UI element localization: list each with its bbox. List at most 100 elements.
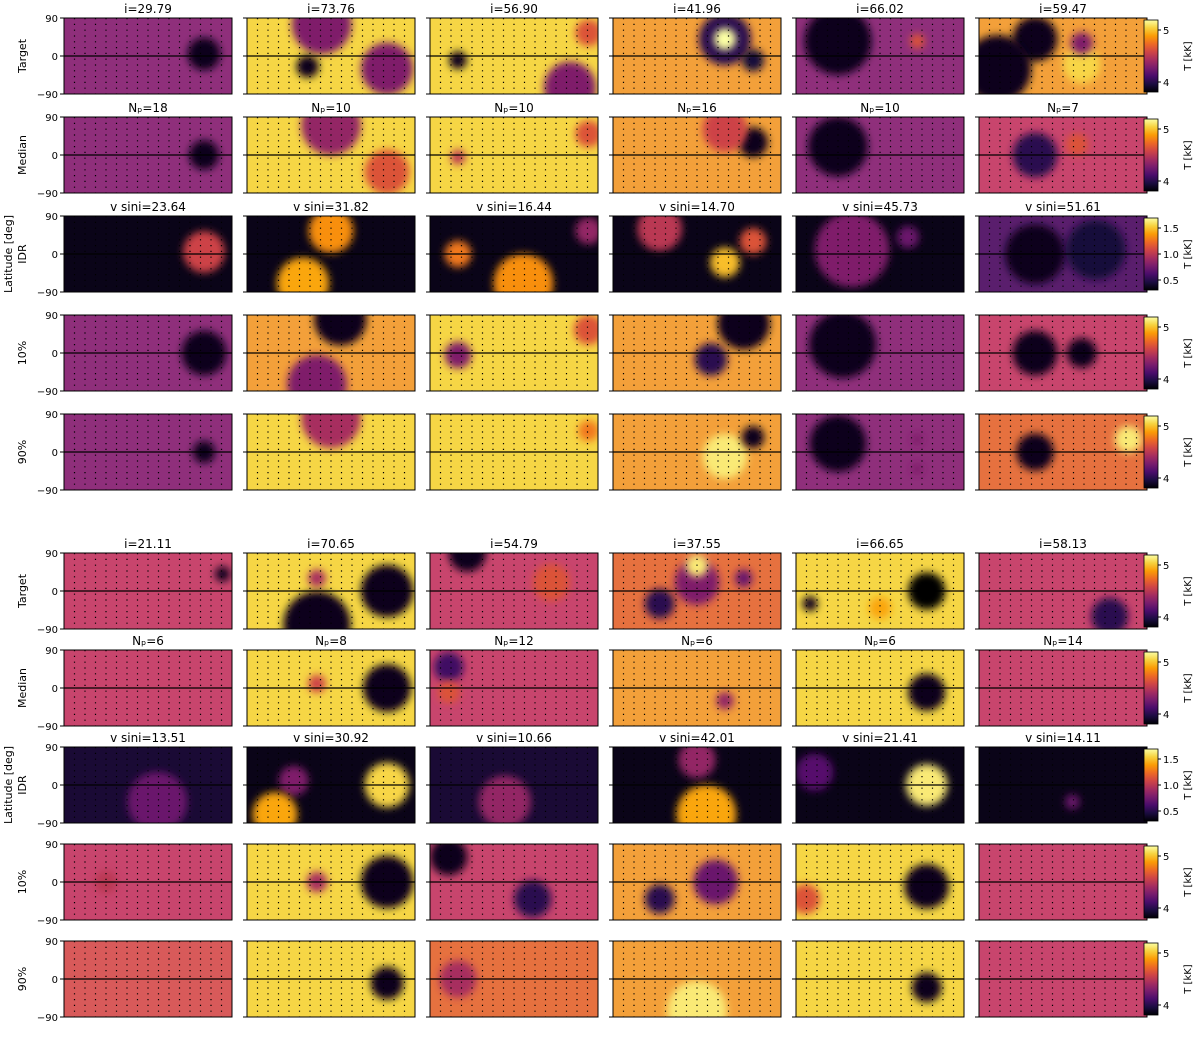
- panel-title: v sini=23.64: [110, 200, 186, 214]
- panel-title: v sini=42.01: [659, 731, 735, 745]
- map-spot: [904, 863, 950, 909]
- row-label: 90%: [16, 967, 29, 991]
- map-spot: [478, 775, 531, 823]
- map-panel: [979, 747, 1147, 823]
- panel-title: i=66.02: [856, 2, 904, 16]
- map-spot: [450, 149, 466, 165]
- map-spot: [215, 566, 231, 582]
- map-panel: [796, 650, 964, 726]
- map-panel: [979, 117, 1147, 193]
- colorbar: [1143, 748, 1159, 822]
- colorbar-label: T [kK]: [1183, 867, 1194, 898]
- map-spot: [717, 315, 770, 350]
- colorbar-label: T [kK]: [1183, 140, 1194, 171]
- map-spot: [283, 591, 351, 629]
- y-tick-label: −90: [37, 819, 58, 830]
- panel-title: Nₚ=10: [494, 101, 533, 115]
- map-spot: [276, 257, 330, 292]
- map-panel: [430, 941, 598, 1017]
- map-panel: [430, 414, 598, 490]
- panel-title: Nₚ=18: [128, 101, 167, 115]
- map-spot: [908, 673, 946, 711]
- colorbar-label: T [kK]: [1183, 964, 1194, 995]
- colorbar-label: T [kK]: [1183, 576, 1194, 607]
- map-panel: [64, 216, 232, 292]
- panel-title: Nₚ=14: [1043, 634, 1082, 648]
- row-label: IDR: [16, 244, 29, 264]
- map-panel: [64, 315, 232, 391]
- colorbar-tick-label: 1.5: [1163, 224, 1179, 235]
- colorbar-tick-label: 5: [1163, 852, 1169, 863]
- map-spot: [575, 217, 598, 245]
- y-tick-label: 90: [45, 937, 58, 948]
- colorbar: [1143, 316, 1159, 390]
- map-panel: [64, 650, 232, 726]
- map-panel: [613, 747, 781, 823]
- panel-title: i=29.79: [124, 2, 172, 16]
- map-panel: [430, 216, 598, 292]
- row-label: 10%: [16, 341, 29, 365]
- map-spot: [252, 792, 298, 823]
- colorbar-tick-label: 5: [1163, 949, 1169, 960]
- map-spot: [979, 35, 1032, 94]
- colorbar: [1143, 118, 1159, 192]
- y-axis-label: Latitude [deg]: [2, 215, 15, 293]
- y-tick-label: 0: [52, 448, 58, 459]
- colorbar: [1143, 19, 1159, 93]
- map-spot: [667, 980, 727, 1017]
- map-spot: [287, 354, 347, 391]
- map-panel: [430, 315, 598, 391]
- panel-title: i=54.79: [490, 537, 538, 551]
- y-tick-label: −90: [37, 1013, 58, 1024]
- map-panel: [430, 844, 598, 920]
- colorbar: [1143, 942, 1159, 1016]
- colorbar-label: T [kK]: [1183, 41, 1194, 72]
- y-tick-label: 0: [52, 878, 58, 889]
- map-panel: [796, 216, 964, 292]
- map-spot: [514, 880, 552, 918]
- colorbar-label: T [kK]: [1183, 239, 1194, 270]
- y-tick-label: −90: [37, 722, 58, 733]
- panel-title: i=41.96: [673, 2, 721, 16]
- colorbar-tick-label: 4: [1163, 1001, 1169, 1012]
- map-panel: [613, 216, 781, 292]
- panel-title: Nₚ=6: [132, 634, 164, 648]
- map-spot: [809, 315, 877, 379]
- map-panel: [796, 117, 964, 193]
- map-panel: [796, 18, 964, 94]
- map-spot: [301, 117, 361, 156]
- panel-title: Nₚ=12: [494, 634, 533, 648]
- map-spot: [1070, 32, 1093, 55]
- row-label: Target: [16, 38, 29, 74]
- y-tick-label: 0: [52, 52, 58, 63]
- map-spot: [364, 149, 410, 193]
- map-spot: [911, 462, 924, 475]
- colorbar-tick-label: 0.5: [1163, 807, 1179, 818]
- map-spot: [911, 972, 942, 1003]
- map-panel: [247, 747, 415, 823]
- colorbar-tick-label: 5: [1163, 422, 1169, 433]
- y-tick-label: 90: [45, 14, 58, 25]
- y-tick-label: 90: [45, 113, 58, 124]
- map-panel: [247, 414, 415, 490]
- map-spot: [804, 18, 872, 75]
- panel-title: v sini=30.92: [293, 731, 369, 745]
- panel-title: Nₚ=8: [315, 634, 347, 648]
- y-tick-label: 0: [52, 151, 58, 162]
- colorbar-tick-label: 4: [1163, 177, 1169, 188]
- map-panel: [613, 117, 781, 193]
- map-panel: [64, 941, 232, 1017]
- map-panel: [430, 650, 598, 726]
- map-spot: [911, 433, 924, 446]
- colorbar-label: T [kK]: [1183, 437, 1194, 468]
- colorbar-tick-label: 0.5: [1163, 276, 1179, 287]
- y-tick-label: 90: [45, 212, 58, 223]
- colorbar-label: T [kK]: [1183, 338, 1194, 369]
- panel-title: i=58.13: [1039, 537, 1087, 551]
- map-panel: [613, 941, 781, 1017]
- map-spot: [437, 681, 460, 704]
- panel-title: Nₚ=16: [677, 101, 716, 115]
- panel-title: i=59.47: [1039, 2, 1087, 16]
- map-spot: [702, 117, 748, 153]
- panel-title: i=56.90: [490, 2, 538, 16]
